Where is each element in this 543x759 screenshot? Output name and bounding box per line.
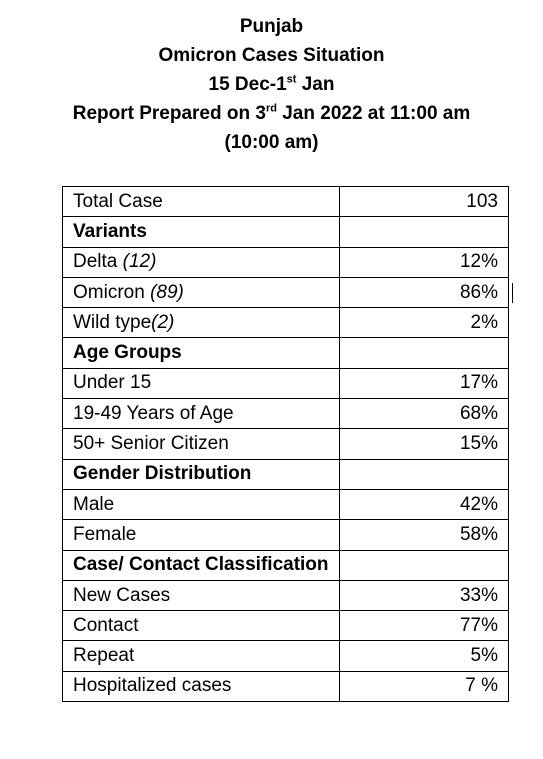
- section-row-gender-distribution: Gender Distribution: [62, 458, 510, 490]
- section-label: Age Groups: [62, 337, 340, 369]
- row-value: [338, 458, 510, 490]
- row-label: Wild type(2): [62, 307, 340, 339]
- report-title: Omicron Cases Situation: [158, 45, 385, 66]
- row-label: 50+ Senior Citizen: [62, 428, 340, 460]
- row-label: Under 15: [62, 367, 340, 400]
- table-row: Male 42%: [62, 488, 510, 521]
- row-value: 2%: [338, 307, 510, 339]
- table-row: New Cases 33%: [62, 579, 510, 612]
- report-header: Punjab Omicron Cases Situation 15 Dec-1s…: [0, 12, 543, 157]
- table-row: Female 58%: [62, 519, 510, 551]
- row-label: Total Case: [62, 185, 340, 218]
- table-row: Delta (12) 12%: [62, 246, 510, 278]
- table-row: Omicron (89) 86%: [62, 276, 510, 309]
- section-row-variants: Variants: [62, 216, 510, 248]
- section-row-case-contact-classification: Case/ Contact Classification: [62, 549, 510, 581]
- row-value: 15%: [338, 428, 510, 460]
- row-value: 77%: [338, 610, 510, 642]
- row-label: Repeat: [62, 640, 340, 672]
- row-value: 17%: [338, 367, 510, 400]
- row-count-note: (2): [151, 311, 175, 333]
- row-value: 58%: [338, 519, 510, 551]
- row-label: Omicron (89): [62, 276, 340, 309]
- table-row: Hospitalized cases 7 %: [62, 670, 510, 703]
- row-label: Female: [62, 519, 340, 551]
- row-label: Delta (12): [62, 246, 340, 278]
- row-value: [338, 216, 510, 248]
- state-title: Punjab: [239, 16, 304, 37]
- row-value: 42%: [338, 488, 510, 521]
- section-label: Gender Distribution: [62, 458, 340, 490]
- row-value: 86%: [338, 276, 510, 309]
- section-label: Case/ Contact Classification: [62, 549, 340, 581]
- table-row: 19-49 Years of Age 68%: [62, 398, 510, 430]
- row-value: 5%: [338, 640, 510, 672]
- date-range: 15 Dec-1st Jan: [208, 73, 335, 95]
- section-row-age-groups: Age Groups: [62, 337, 510, 369]
- table-row: 50+ Senior Citizen 15%: [62, 428, 510, 460]
- row-count-note: (89): [150, 281, 184, 303]
- table-row: Contact 77%: [62, 610, 510, 642]
- row-value: [338, 549, 510, 581]
- row-label: Male: [62, 488, 340, 521]
- table-row: Total Case 103: [62, 185, 510, 218]
- row-label: Hospitalized cases: [62, 670, 340, 703]
- table-row: Repeat 5%: [62, 640, 510, 672]
- text-cursor-mark: [512, 283, 513, 303]
- report-prepared-on: Report Prepared on 3rd Jan 2022 at 11:00…: [72, 102, 471, 124]
- row-value: 33%: [338, 579, 510, 612]
- row-value: 103: [338, 185, 510, 218]
- omicron-cases-table: Total Case 103 Variants Delta (12) 12% O…: [62, 185, 510, 703]
- row-value: 68%: [338, 398, 510, 430]
- row-label: Contact: [62, 610, 340, 642]
- row-value: 7 %: [338, 670, 510, 703]
- row-label: New Cases: [62, 579, 340, 612]
- row-value: [338, 337, 510, 369]
- table-row: Wild type(2) 2%: [62, 307, 510, 339]
- table-row: Under 15 17%: [62, 367, 510, 400]
- row-count-note: (12): [122, 251, 157, 273]
- row-value: 12%: [338, 246, 510, 278]
- row-label: 19-49 Years of Age: [62, 398, 340, 430]
- section-label: Variants: [62, 216, 340, 248]
- report-time-note: (10:00 am): [224, 132, 319, 153]
